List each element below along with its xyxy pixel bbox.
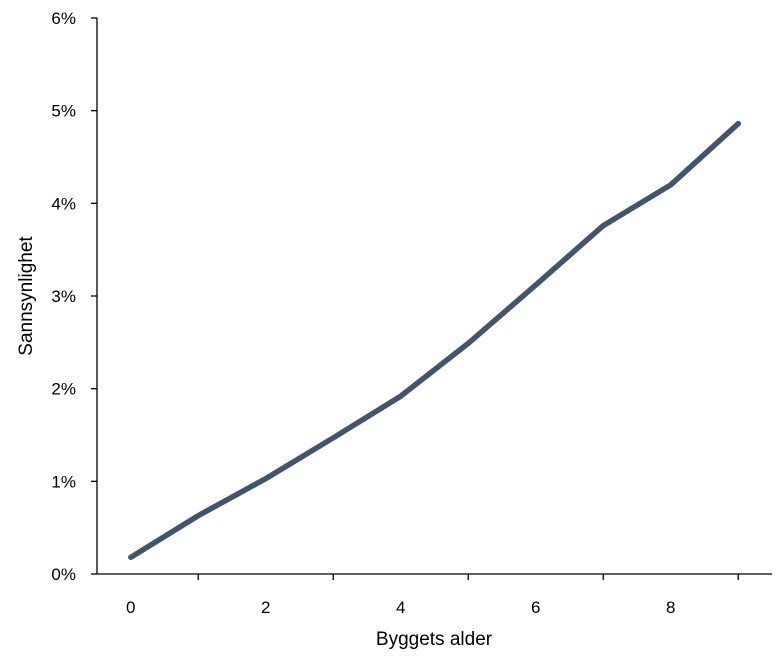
y-tick-label: 0% — [51, 565, 76, 584]
x-axis-ticks: 0 2 4 6 8 — [126, 574, 739, 617]
x-tick-label: 2 — [261, 598, 270, 617]
x-tick-label: 4 — [396, 598, 405, 617]
y-tick-label: 1% — [51, 472, 76, 491]
series-layer — [128, 120, 742, 561]
y-tick-label: 2% — [51, 380, 76, 399]
x-tick-label: 0 — [126, 598, 135, 617]
x-tick-label: 8 — [666, 598, 675, 617]
y-axis-title: Sannsynlighet — [16, 236, 37, 356]
y-tick-label: 4% — [51, 194, 76, 213]
x-tick-label: 6 — [531, 598, 540, 617]
series-line — [128, 120, 742, 561]
y-tick-label: 5% — [51, 102, 76, 121]
y-tick-label: 6% — [51, 9, 76, 28]
x-axis-title: Byggets alder — [376, 629, 493, 650]
y-axis-ticks: 0% 1% 2% 3% 4% 5% 6% — [51, 9, 97, 584]
y-tick-label: 3% — [51, 287, 76, 306]
